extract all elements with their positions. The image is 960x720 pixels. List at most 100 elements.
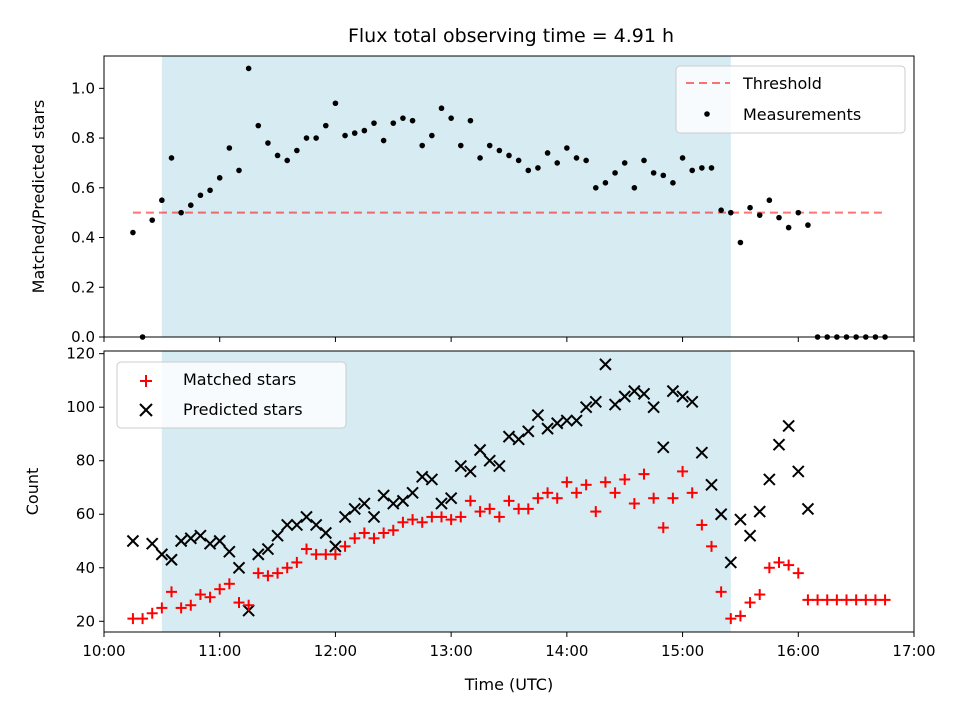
- matched-stars-point: [522, 503, 534, 515]
- predicted-stars-points: [126, 358, 815, 617]
- predicted-stars-point: [493, 459, 506, 473]
- predicted-stars-point: [444, 491, 458, 505]
- matched-stars-point: [783, 559, 795, 571]
- measurement-point: [727, 209, 734, 216]
- predicted-stars-point: [473, 443, 487, 457]
- predicted-stars-point: [261, 542, 275, 556]
- predicted-stars-point: [338, 510, 352, 524]
- measurement-point: [429, 132, 435, 139]
- matched-stars-point: [484, 503, 496, 515]
- matched-stars-point: [493, 511, 505, 523]
- observing-span-shading-top: [161, 56, 731, 337]
- predicted-stars-point: [348, 502, 361, 516]
- predicted-stars-point: [367, 510, 381, 524]
- predicted-stars-point: [483, 454, 496, 467]
- matched-stars-point: [387, 524, 399, 536]
- chart-title: Flux total observing time = 4.91 h: [348, 25, 674, 47]
- matched-stars-point: [320, 548, 332, 560]
- y-tick-label: 60: [76, 505, 95, 523]
- matched-stars-point: [455, 511, 467, 523]
- measurement-point: [245, 65, 252, 72]
- predicted-stars-point: [782, 419, 795, 433]
- predicted-stars-point: [657, 441, 670, 454]
- measurement-point: [689, 167, 696, 174]
- predicted-stars-point: [126, 534, 140, 548]
- predicted-stars-point: [705, 478, 718, 492]
- measurement-point: [265, 140, 271, 146]
- matched-stars-point: [715, 586, 727, 598]
- measurement-point: [583, 157, 589, 164]
- matched-stars-point: [812, 594, 824, 606]
- matched-stars-point: [831, 594, 843, 606]
- y-tick-label: 0.0: [71, 328, 95, 346]
- matched-stars-point: [792, 567, 804, 579]
- predicted-stars-point: [676, 390, 689, 403]
- predicted-stars-point: [714, 508, 728, 521]
- predicted-stars-point: [223, 545, 236, 558]
- measurement-point: [515, 157, 522, 164]
- predicted-stars-point: [734, 513, 747, 526]
- predicted-stars-point: [522, 425, 535, 438]
- bottom-plot-frame: [103, 350, 915, 633]
- matched-stars-point: [426, 511, 438, 523]
- top-y-axis-ticks: 0.0 0.2 0.4 0.6 0.8 1.0: [71, 79, 104, 346]
- predicted-stars-point: [329, 540, 342, 553]
- measurement-point: [400, 115, 406, 121]
- measurement-point: [274, 152, 281, 159]
- predicted-stars-point: [541, 422, 554, 435]
- matched-stars-point: [513, 503, 525, 515]
- measurement-point: [641, 157, 647, 164]
- measurement-point: [554, 160, 561, 166]
- predicted-stars-point: [281, 518, 294, 532]
- predicted-stars-point: [599, 358, 612, 371]
- measurement-point: [332, 100, 339, 107]
- measurement-point: [592, 184, 599, 191]
- predicted-stars-point: [647, 400, 660, 414]
- matched-stars-point: [571, 487, 582, 499]
- predicted-stars-point: [502, 430, 516, 443]
- matched-stars-point: [204, 591, 216, 603]
- measurements-legend-label: Measurements: [743, 105, 861, 124]
- predicted-stars-point: [579, 400, 593, 414]
- matched-stars-point: [619, 473, 631, 485]
- matched-stars-point: [551, 492, 563, 504]
- predicted-stars-point: [551, 417, 564, 430]
- measurement-point: [785, 224, 792, 231]
- measurement-point: [564, 145, 570, 151]
- top-panel: Flux total observing time = 4.91 h 0.00.…: [29, 25, 915, 346]
- matched-legend-swatch: [140, 375, 152, 387]
- measurement-point: [535, 165, 541, 171]
- measurement-point: [284, 157, 291, 164]
- measurement-point: [708, 165, 715, 171]
- measurement-point: [573, 155, 580, 161]
- matched-stars-point: [879, 594, 891, 606]
- predicted-stars-point: [753, 505, 766, 518]
- matched-stars-point: [214, 583, 226, 595]
- bottom-y-axis-ticks: 20 40 60 80 100 120: [66, 345, 104, 630]
- predicted-stars-point: [184, 532, 197, 545]
- bottom-x-axis-label: Time (UTC): [464, 675, 553, 694]
- measurement-point: [544, 150, 551, 156]
- predicted-stars-point: [146, 537, 159, 550]
- predicted-stars-point: [628, 384, 641, 398]
- measurement-point: [486, 142, 493, 149]
- measurement-point: [670, 180, 676, 186]
- matched-stars-point: [580, 479, 592, 491]
- predicted-stars-point: [203, 537, 217, 550]
- predicted-legend-label: Predicted stars: [183, 400, 303, 419]
- measurement-point: [159, 197, 165, 204]
- matched-stars-point: [146, 607, 158, 619]
- matched-stars-point: [667, 492, 679, 504]
- measurement-point: [216, 175, 223, 181]
- x-tick-label: 11:00: [198, 642, 241, 660]
- measurement-point: [313, 135, 319, 141]
- measurement-point: [679, 155, 686, 161]
- top-y-axis-label: Matched/Predicted stars: [29, 100, 48, 294]
- matched-stars-point: [358, 527, 370, 539]
- matched-stars-point: [301, 543, 312, 555]
- y-tick-label: 0.6: [71, 179, 95, 197]
- top-x-axis-ticks: [103, 337, 915, 342]
- measurement-point: [650, 170, 657, 176]
- matched-stars-points: [127, 465, 891, 625]
- matched-stars-point: [137, 613, 149, 625]
